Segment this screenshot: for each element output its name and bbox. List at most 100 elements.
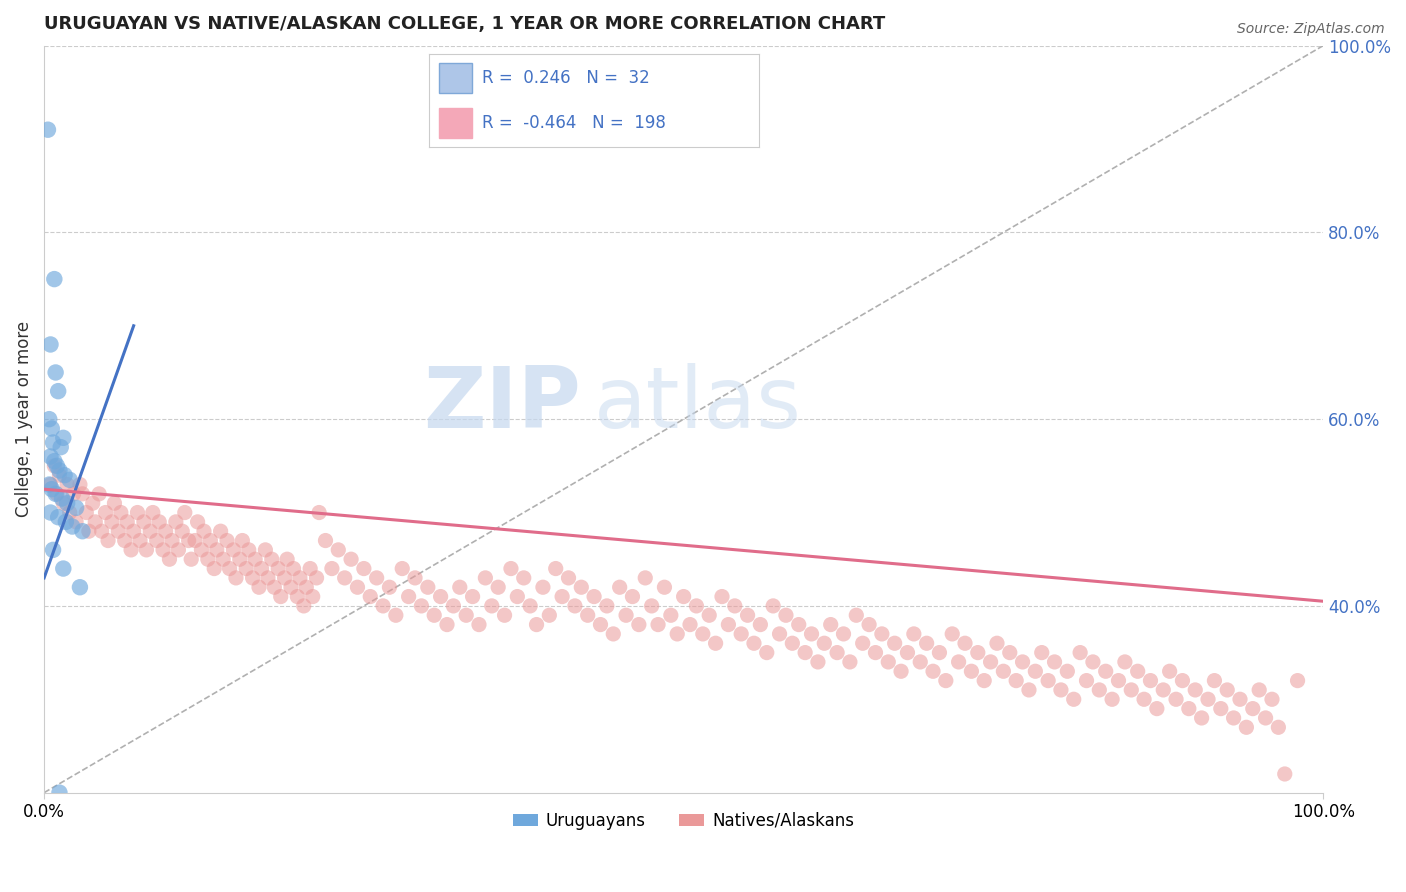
Point [423,608,446,623]
Point [1139,673,1161,688]
Point [142,506,165,520]
Point [52,431,75,445]
Point [596,599,619,613]
Point [1164,692,1187,706]
Point [42,542,65,557]
Point [276,552,298,566]
Point [807,655,830,669]
Point [416,580,439,594]
Point [557,571,579,585]
Point [122,524,145,539]
Point [172,524,194,539]
Point [1178,701,1201,715]
Point [852,636,875,650]
Point [1056,665,1078,679]
Point [260,552,283,566]
Point [55,515,77,529]
Point [267,561,290,575]
Point [235,561,257,575]
Point [870,627,893,641]
Point [449,580,471,594]
Point [941,627,963,641]
Point [385,608,408,623]
Point [1076,673,1098,688]
Point [37,122,59,136]
Point [441,599,464,613]
Point [359,590,381,604]
Point [704,636,727,650]
Point [56,496,79,510]
Point [845,608,868,623]
Point [1267,720,1289,734]
Point [135,542,157,557]
Point [60,519,83,533]
Point [52,496,75,510]
Point [48,468,70,483]
Point [1121,682,1143,697]
Point [1204,673,1226,688]
Point [832,627,855,641]
Point [538,608,561,623]
Point [1011,655,1033,669]
Y-axis label: College, 1 year or more: College, 1 year or more [15,321,32,517]
Point [41,421,63,435]
Point [589,617,612,632]
Point [1274,767,1296,781]
Point [1063,692,1085,706]
Point [103,496,125,510]
Point [225,571,247,585]
Point [270,590,292,604]
Point [190,542,212,557]
Point [242,571,264,585]
Point [44,272,66,286]
Point [456,608,478,623]
Point [132,515,155,529]
Point [659,608,682,623]
Point [724,599,747,613]
Point [202,561,225,575]
Point [858,617,880,632]
Point [301,590,323,604]
Point [328,542,350,557]
Point [273,571,295,585]
Point [209,524,232,539]
Point [38,412,60,426]
Point [865,646,887,660]
Point [948,655,970,669]
Point [1229,692,1251,706]
Point [107,524,129,539]
Point [953,636,976,650]
Point [1191,711,1213,725]
Point [890,665,912,679]
Point [1222,711,1244,725]
Text: URUGUAYAN VS NATIVE/ALASKAN COLLEGE, 1 YEAR OR MORE CORRELATION CHART: URUGUAYAN VS NATIVE/ALASKAN COLLEGE, 1 Y… [44,15,886,33]
Point [973,673,995,688]
Bar [439,63,472,93]
Point [544,561,567,575]
Point [551,590,574,604]
Point [697,608,720,623]
Point [321,561,343,575]
Point [49,440,72,454]
Bar [439,108,472,138]
Point [519,599,541,613]
Point [1133,692,1156,706]
Point [494,608,516,623]
Point [129,533,152,548]
Point [315,533,337,548]
Point [1261,692,1284,706]
Point [411,599,433,613]
Point [48,786,70,800]
Point [117,515,139,529]
Point [775,608,797,623]
Point [1249,682,1271,697]
Point [114,533,136,548]
Point [602,627,624,641]
Point [97,533,120,548]
Point [461,590,484,604]
Point [72,524,94,539]
Point [229,552,252,566]
Point [44,454,66,468]
Point [564,599,586,613]
Point [1241,701,1264,715]
